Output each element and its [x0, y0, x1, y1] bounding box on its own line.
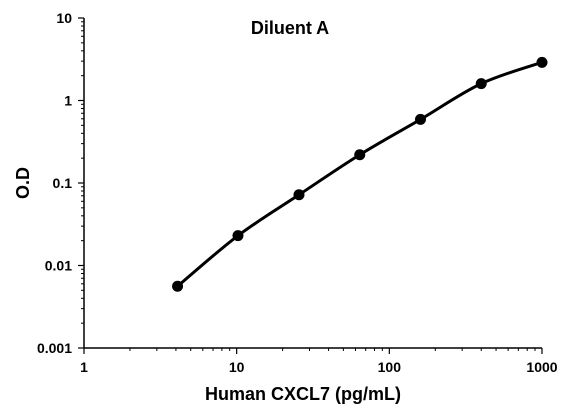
- y-tick-label: 1: [64, 93, 72, 109]
- data-point: [536, 56, 548, 68]
- series-line: [176, 60, 544, 288]
- y-axis-title: O.D: [13, 167, 33, 199]
- x-tick-label: 10: [229, 359, 245, 375]
- x-tick-label: 1000: [526, 359, 557, 375]
- y-tick-label: 0.01: [45, 258, 72, 274]
- y-tick-label: 0.001: [37, 340, 72, 356]
- data-point: [293, 189, 305, 201]
- chart-title: Diluent A: [251, 18, 329, 38]
- plot-series: [172, 56, 548, 292]
- x-tick-label: 1: [80, 359, 88, 375]
- y-tick-label: 10: [56, 10, 72, 26]
- y-tick-label: 0.1: [53, 175, 73, 191]
- x-tick-label: 100: [378, 359, 402, 375]
- axes: 0.001 0.01 0.1 1 10 1 10 100 1000: [37, 10, 558, 375]
- data-point: [414, 113, 426, 125]
- data-point: [354, 149, 366, 161]
- x-axis-title: Human CXCL7 (pg/mL): [205, 384, 401, 404]
- data-point: [232, 230, 244, 242]
- data-point: [172, 280, 184, 292]
- data-point: [475, 78, 487, 90]
